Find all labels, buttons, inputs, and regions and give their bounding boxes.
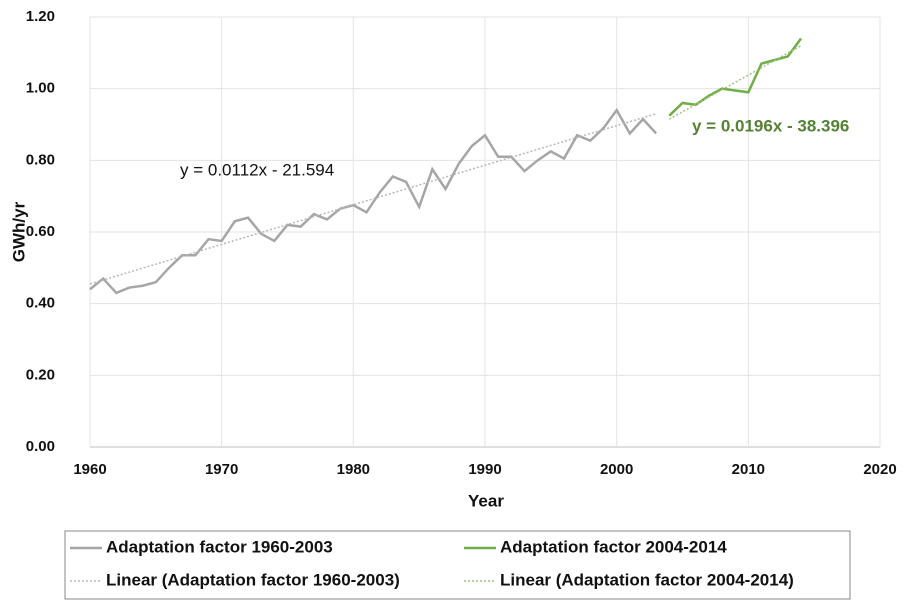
x-tick-label: 1980 [337,461,370,478]
trend-equation: y = 0.0112x - 21.594 [180,160,334,179]
y-axis-title: GWh/yr [9,201,28,262]
legend-label: Adaptation factor 1960-2003 [106,537,333,556]
series-line [668,45,802,120]
trend-equation: y = 0.0196x - 38.396 [692,116,849,135]
series-line [668,37,803,117]
y-tick-label: 1.20 [26,8,55,25]
x-tick-label: 2000 [600,461,633,478]
x-tick-label: 1960 [73,461,106,478]
legend-label: Linear (Adaptation factor 2004-2014) [500,570,794,589]
series-line [89,107,658,295]
y-tick-label: 0.80 [26,151,55,168]
series-line [89,113,657,285]
y-tick-label: 0.00 [26,438,55,455]
legend-label: Adaptation factor 2004-2014 [500,537,727,556]
x-tick-label: 2010 [732,461,765,478]
y-tick-label: 0.60 [26,223,55,240]
y-tick-label: 0.20 [26,366,55,383]
y-tick-label: 1.00 [26,80,55,97]
x-axis-title: Year [468,491,504,510]
x-tick-label: 2020 [863,461,896,478]
legend-label: Linear (Adaptation factor 1960-2003) [106,570,400,589]
y-tick-label: 0.40 [26,295,55,312]
x-tick-label: 1970 [205,461,238,478]
legend-box [64,530,851,600]
x-tick-label: 1990 [468,461,501,478]
